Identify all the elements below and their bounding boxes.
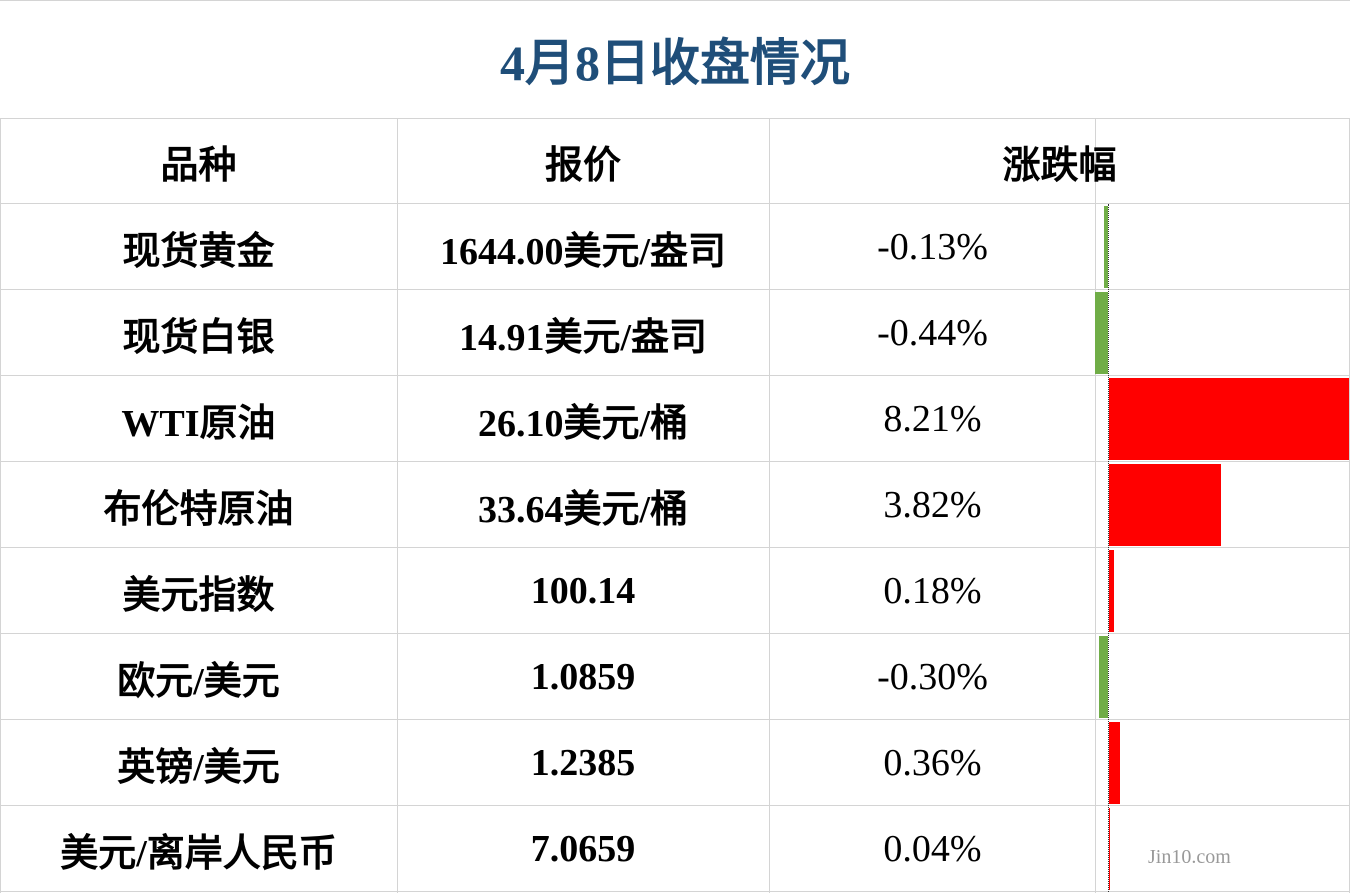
price: 26.10美元/桶	[477, 402, 689, 445]
item-name: 布伦特原油	[103, 488, 294, 531]
column-header: 报价	[544, 144, 621, 187]
row-border	[0, 289, 1350, 290]
data-bar	[1109, 808, 1111, 890]
change: -0.13%	[877, 226, 988, 268]
change: 0.18%	[883, 570, 982, 612]
item-name: 英镑/美元	[117, 746, 280, 789]
row-border	[0, 805, 1350, 806]
change: -0.44%	[877, 312, 988, 354]
title: 4月8日收盘情况	[500, 35, 850, 91]
item-name: 现货黄金	[122, 230, 275, 273]
price: 100.14	[530, 570, 636, 612]
column-border	[397, 118, 398, 893]
row-border	[0, 375, 1350, 376]
price: 7.0659	[530, 828, 636, 870]
item-name: 欧元/美元	[117, 660, 280, 703]
data-bar	[1104, 206, 1108, 288]
price: 1.0859	[530, 656, 636, 698]
column-border	[0, 118, 1, 893]
data-bar	[1109, 550, 1115, 632]
price: 1644.00美元/盎司	[439, 230, 727, 273]
row-border	[0, 0, 1350, 1]
data-bar	[1109, 722, 1120, 804]
change: -0.30%	[877, 656, 988, 698]
data-bar	[1109, 378, 1349, 460]
row-border	[0, 633, 1350, 634]
data-bar	[1099, 636, 1108, 718]
change: 0.04%	[883, 828, 982, 870]
item-name: 美元/离岸人民币	[60, 832, 337, 875]
bar-axis	[1108, 204, 1109, 892]
watermark: Jin10.com	[1148, 846, 1231, 868]
data-bar	[1095, 292, 1108, 374]
item-name: WTI原油	[121, 402, 276, 445]
row-border	[0, 547, 1350, 548]
row-border	[0, 891, 1350, 892]
data-bar	[1109, 464, 1221, 546]
price: 33.64美元/桶	[477, 488, 689, 531]
item-name: 现货白银	[122, 316, 275, 359]
column-border	[769, 118, 770, 893]
price: 14.91美元/盎司	[458, 316, 708, 359]
change: 0.36%	[883, 742, 982, 784]
column-header: 涨跌幅	[1002, 144, 1117, 187]
column-border	[1095, 118, 1096, 893]
column-header: 品种	[160, 144, 237, 187]
change: 3.82%	[883, 484, 982, 526]
item-name: 美元指数	[122, 574, 275, 617]
row-border	[0, 719, 1350, 720]
price: 1.2385	[530, 742, 636, 784]
change: 8.21%	[883, 398, 982, 440]
row-border	[0, 118, 1350, 119]
row-border	[0, 461, 1350, 462]
row-border	[0, 203, 1350, 204]
